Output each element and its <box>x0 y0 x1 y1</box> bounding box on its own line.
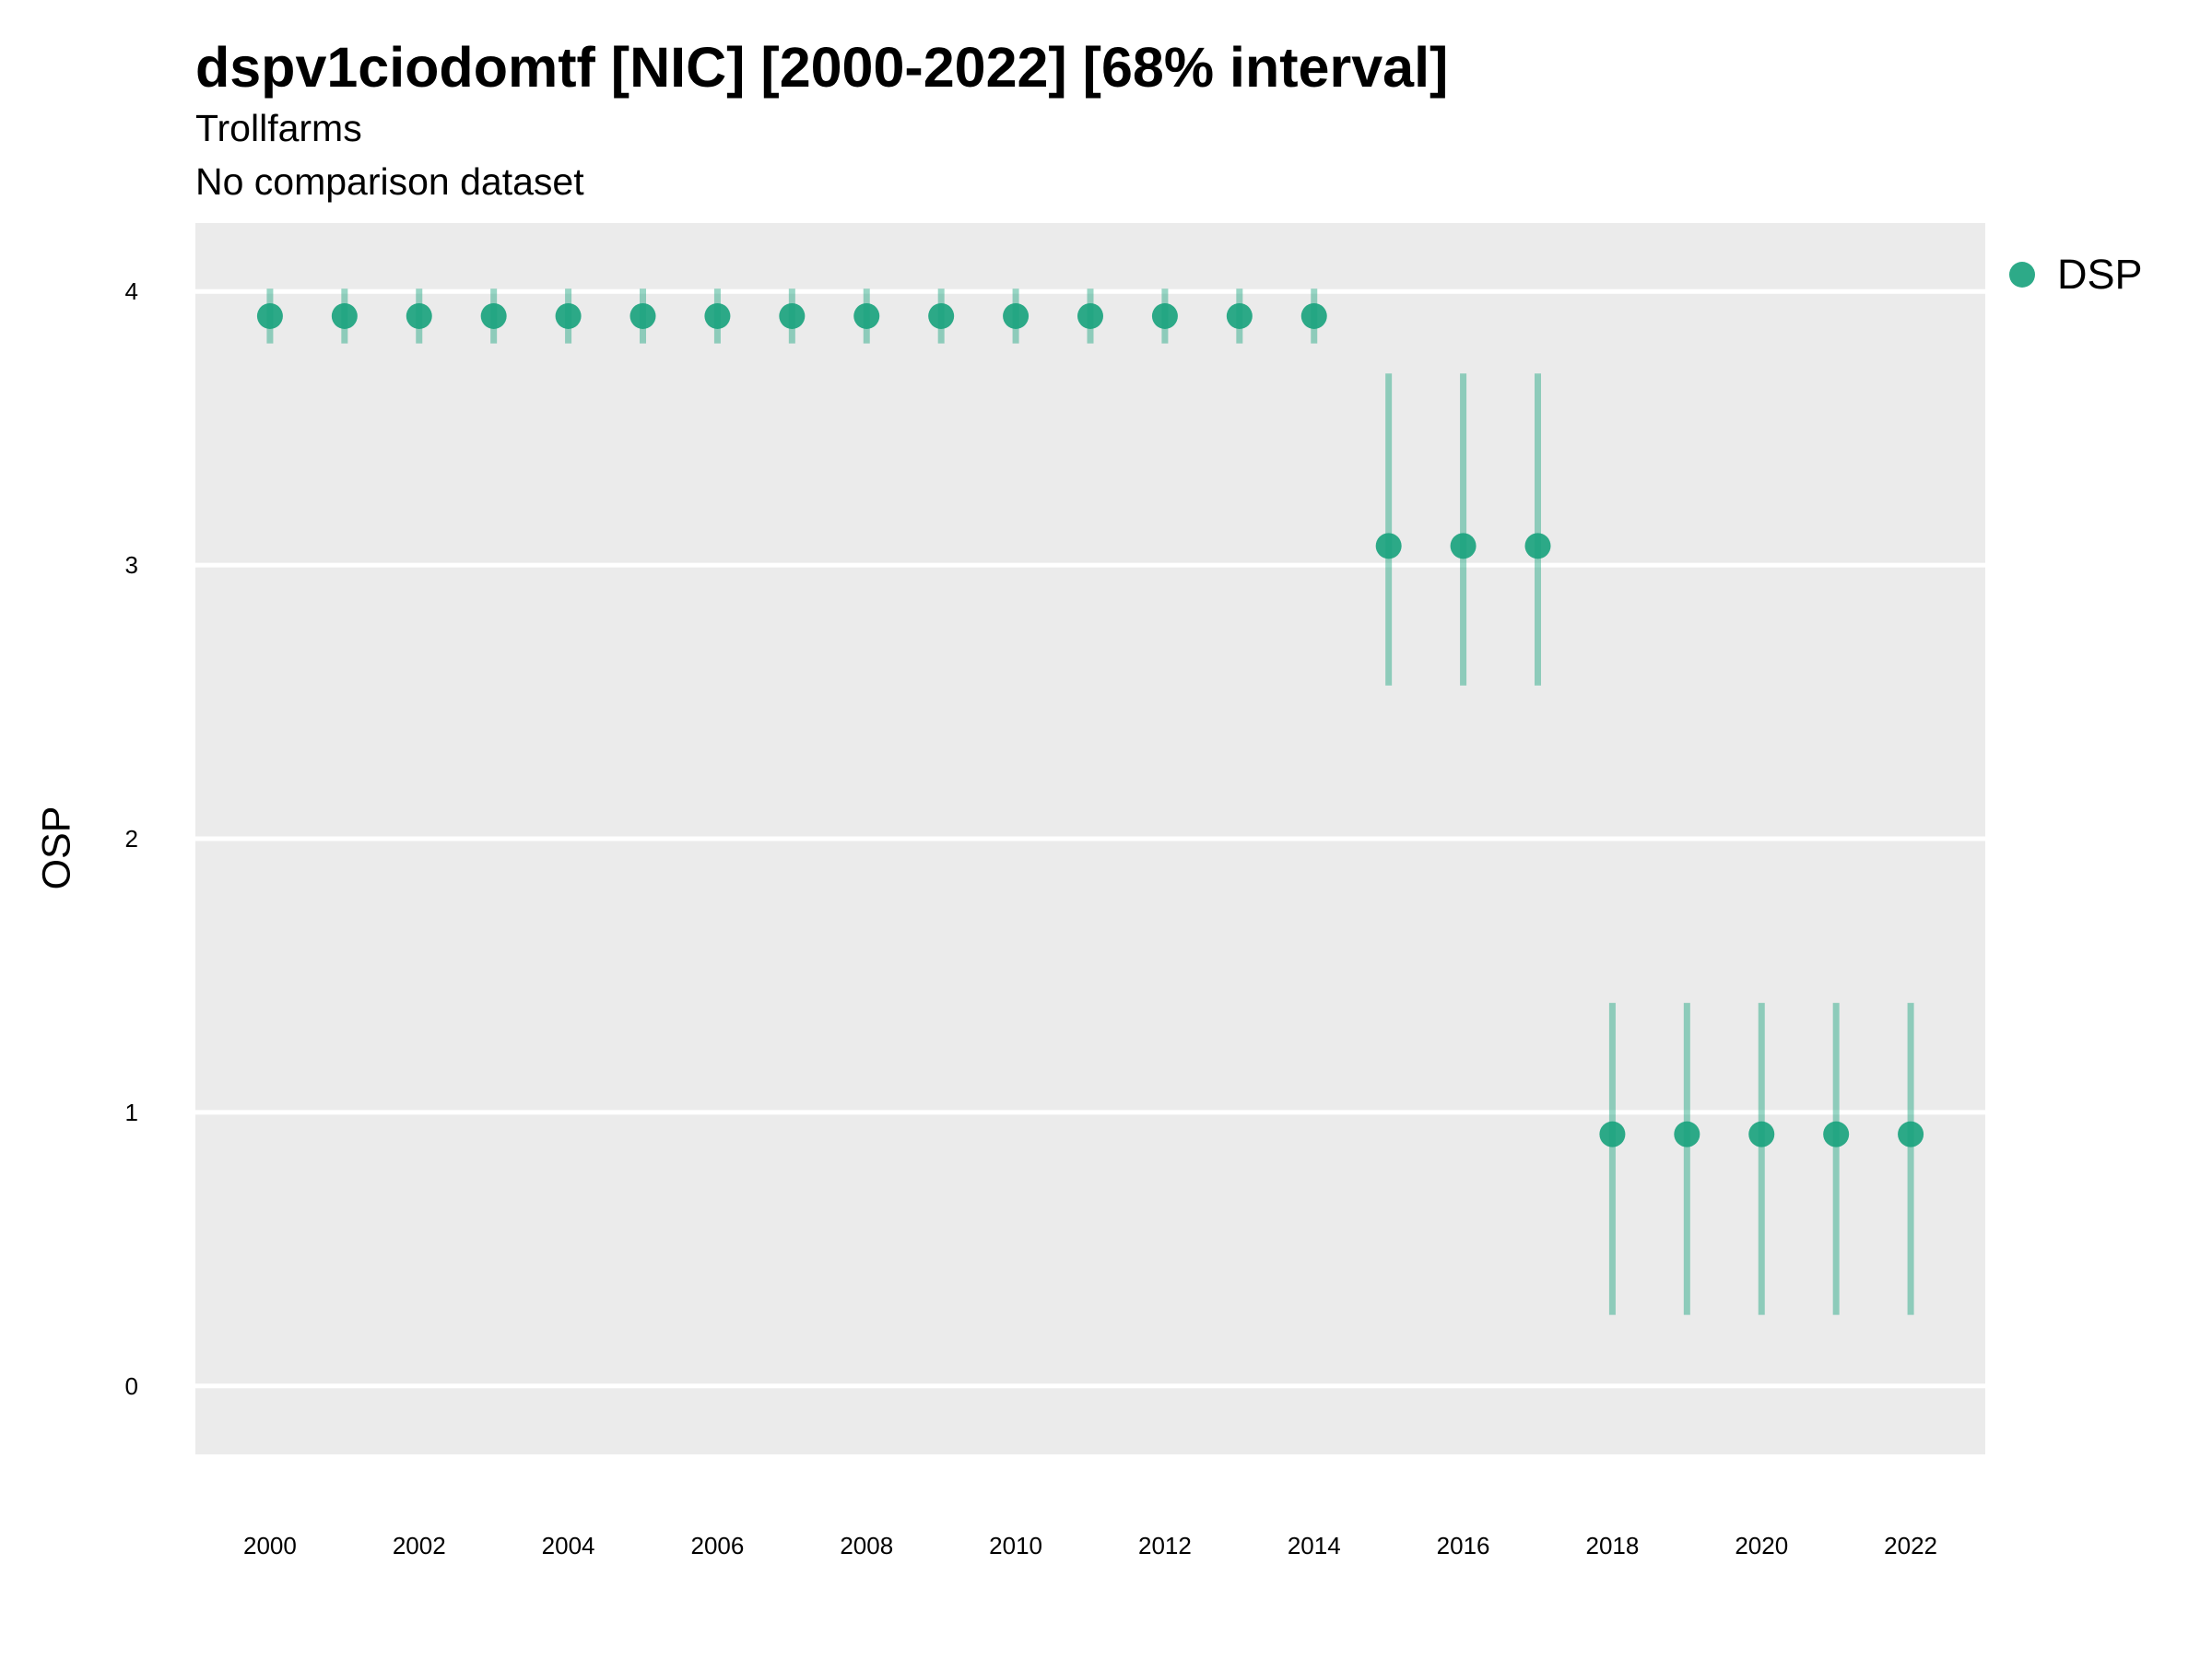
chart-subtitle: Trollfarms <box>195 107 362 149</box>
y-tick-1: 1 <box>125 1099 138 1126</box>
y-tick-labels: 0 1 2 3 4 <box>125 277 138 1400</box>
point-2020 <box>1748 1121 1775 1147</box>
point-2002 <box>406 302 432 329</box>
point-2015 <box>1375 533 1402 559</box>
legend-label-dsp: DSP <box>2057 251 2143 298</box>
point-2014 <box>1300 302 1327 329</box>
x-tick-2000: 2000 <box>243 1532 297 1559</box>
point-2019 <box>1674 1121 1700 1147</box>
y-tick-0: 0 <box>125 1372 138 1400</box>
point-2009 <box>928 302 955 329</box>
data-marks <box>256 288 1924 1315</box>
point-2013 <box>1226 302 1253 329</box>
y-tick-4: 4 <box>125 277 138 305</box>
point-2010 <box>1003 302 1030 329</box>
x-tick-labels: 2000 2002 2004 2006 2008 2010 2012 2014 2016 2018… <box>243 1532 1937 1559</box>
x-tick-2002: 2002 <box>393 1532 446 1559</box>
chart-title: dspv1ciodomtf [NIC] [2000-2022] [68% int… <box>195 36 1449 99</box>
x-tick-2014: 2014 <box>1288 1532 1341 1559</box>
y-tick-3: 3 <box>125 551 138 579</box>
x-tick-2006: 2006 <box>690 1532 744 1559</box>
x-tick-2004: 2004 <box>542 1532 595 1559</box>
x-tick-2010: 2010 <box>989 1532 1042 1559</box>
x-tick-2020: 2020 <box>1735 1532 1788 1559</box>
point-2008 <box>853 302 880 329</box>
point-2005 <box>629 302 656 329</box>
point-2016 <box>1450 533 1477 559</box>
point-2004 <box>555 302 582 329</box>
point-2022 <box>1898 1121 1924 1147</box>
x-tick-2012: 2012 <box>1138 1532 1192 1559</box>
point-2000 <box>256 302 283 329</box>
legend-key-dsp <box>2009 262 2035 288</box>
point-2001 <box>331 302 358 329</box>
point-2018 <box>1599 1121 1626 1147</box>
legend: DSP <box>2009 251 2143 299</box>
x-tick-2018: 2018 <box>1585 1532 1639 1559</box>
point-2017 <box>1524 533 1551 559</box>
point-2003 <box>480 302 507 329</box>
point-2007 <box>779 302 806 329</box>
chart-caption: No comparison dataset <box>195 160 584 203</box>
x-tick-2008: 2008 <box>840 1532 893 1559</box>
x-tick-2022: 2022 <box>1884 1532 1937 1559</box>
point-2011 <box>1077 302 1103 329</box>
y-tick-2: 2 <box>125 825 138 853</box>
gridlines <box>195 288 1985 1389</box>
point-2012 <box>1151 302 1178 329</box>
point-2006 <box>704 302 731 329</box>
x-tick-2016: 2016 <box>1437 1532 1490 1559</box>
point-2021 <box>1823 1121 1850 1147</box>
